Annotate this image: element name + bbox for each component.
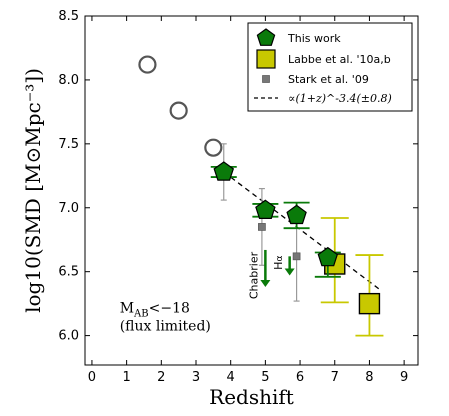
x-tick-label: 6: [296, 370, 304, 385]
x-tick-label: 0: [88, 370, 96, 385]
chabrier-label: Chabrier: [248, 251, 261, 299]
mab-sub: AB: [133, 309, 149, 320]
legend-marker-stark: [262, 75, 270, 83]
legend-label: ∝(1+z)^-3.4(±0.8): [288, 92, 392, 105]
legend-marker-this-work: [256, 28, 276, 46]
x-tick-label: 1: [122, 370, 130, 385]
axis-ticks: 0 1 2 3 4 5 6 7 8 9 6.0 6.5 7.0 7.5 8.0 8.5: [58, 9, 418, 385]
y-tick-label: 7.0: [58, 201, 79, 216]
chart-marks: [138, 55, 384, 337]
mab-rest: <−18: [149, 301, 190, 317]
this-work-point: [317, 246, 339, 267]
fit-line: [223, 171, 381, 291]
legend-marker-labbe: [256, 49, 276, 69]
x-tick-label: 3: [192, 370, 200, 385]
annotations: MAB<−18 (flux limited) Chabrier Hα: [120, 251, 285, 334]
y-tick-label: 6.0: [58, 329, 79, 344]
y-tick-label: 8.5: [58, 9, 79, 24]
legend-label: This work: [287, 32, 341, 45]
this-work-point: [213, 161, 235, 181]
mab-main: M: [120, 301, 134, 317]
y-tick-label: 7.5: [58, 137, 79, 152]
x-tick-label: 8: [365, 370, 373, 385]
x-tick-label: 9: [400, 370, 408, 385]
x-tick-label: 7: [331, 370, 339, 385]
x-tick-label: 2: [157, 370, 165, 385]
stark-point: [258, 223, 266, 231]
x-tick-label: 4: [227, 370, 235, 385]
halpha-main: H: [272, 262, 285, 270]
legend-label: Stark et al. '09: [288, 73, 369, 86]
halpha-label: Hα: [272, 256, 285, 270]
y-axis-label: log10(SMD [M⊙Mpc⁻³]): [21, 68, 45, 313]
offset-arrow-head: [284, 268, 295, 276]
this-work-point: [286, 204, 307, 225]
y-tick-label: 6.5: [58, 265, 79, 280]
legend-entries: This work Labbe et al. '10a,b Stark et al.…: [254, 28, 392, 105]
x-tick-label: 5: [261, 370, 269, 385]
open-circle-point: [138, 55, 157, 74]
legend: This work Labbe et al. '10a,b Stark et al.…: [247, 22, 413, 112]
y-tick-label: 8.0: [58, 73, 79, 88]
halpha-sub: α: [275, 256, 285, 262]
offset-arrow-head: [260, 280, 271, 288]
labbe-point: [358, 292, 381, 315]
plot-frame: [84, 15, 419, 366]
x-axis-label: Redshift: [209, 385, 294, 409]
legend-label: Labbe et al. '10a,b: [288, 53, 391, 66]
stark-point: [292, 252, 301, 261]
open-circle-point: [204, 138, 223, 157]
mab-annotation: MAB<−18: [120, 301, 190, 320]
this-work-point: [255, 199, 276, 219]
flux-limited-annotation: (flux limited): [120, 318, 211, 334]
open-circle-point: [169, 101, 188, 120]
